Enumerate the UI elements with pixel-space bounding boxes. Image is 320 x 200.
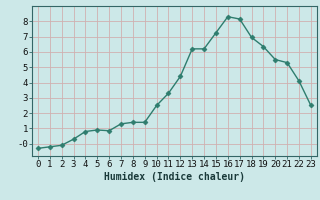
X-axis label: Humidex (Indice chaleur): Humidex (Indice chaleur) [104, 172, 245, 182]
